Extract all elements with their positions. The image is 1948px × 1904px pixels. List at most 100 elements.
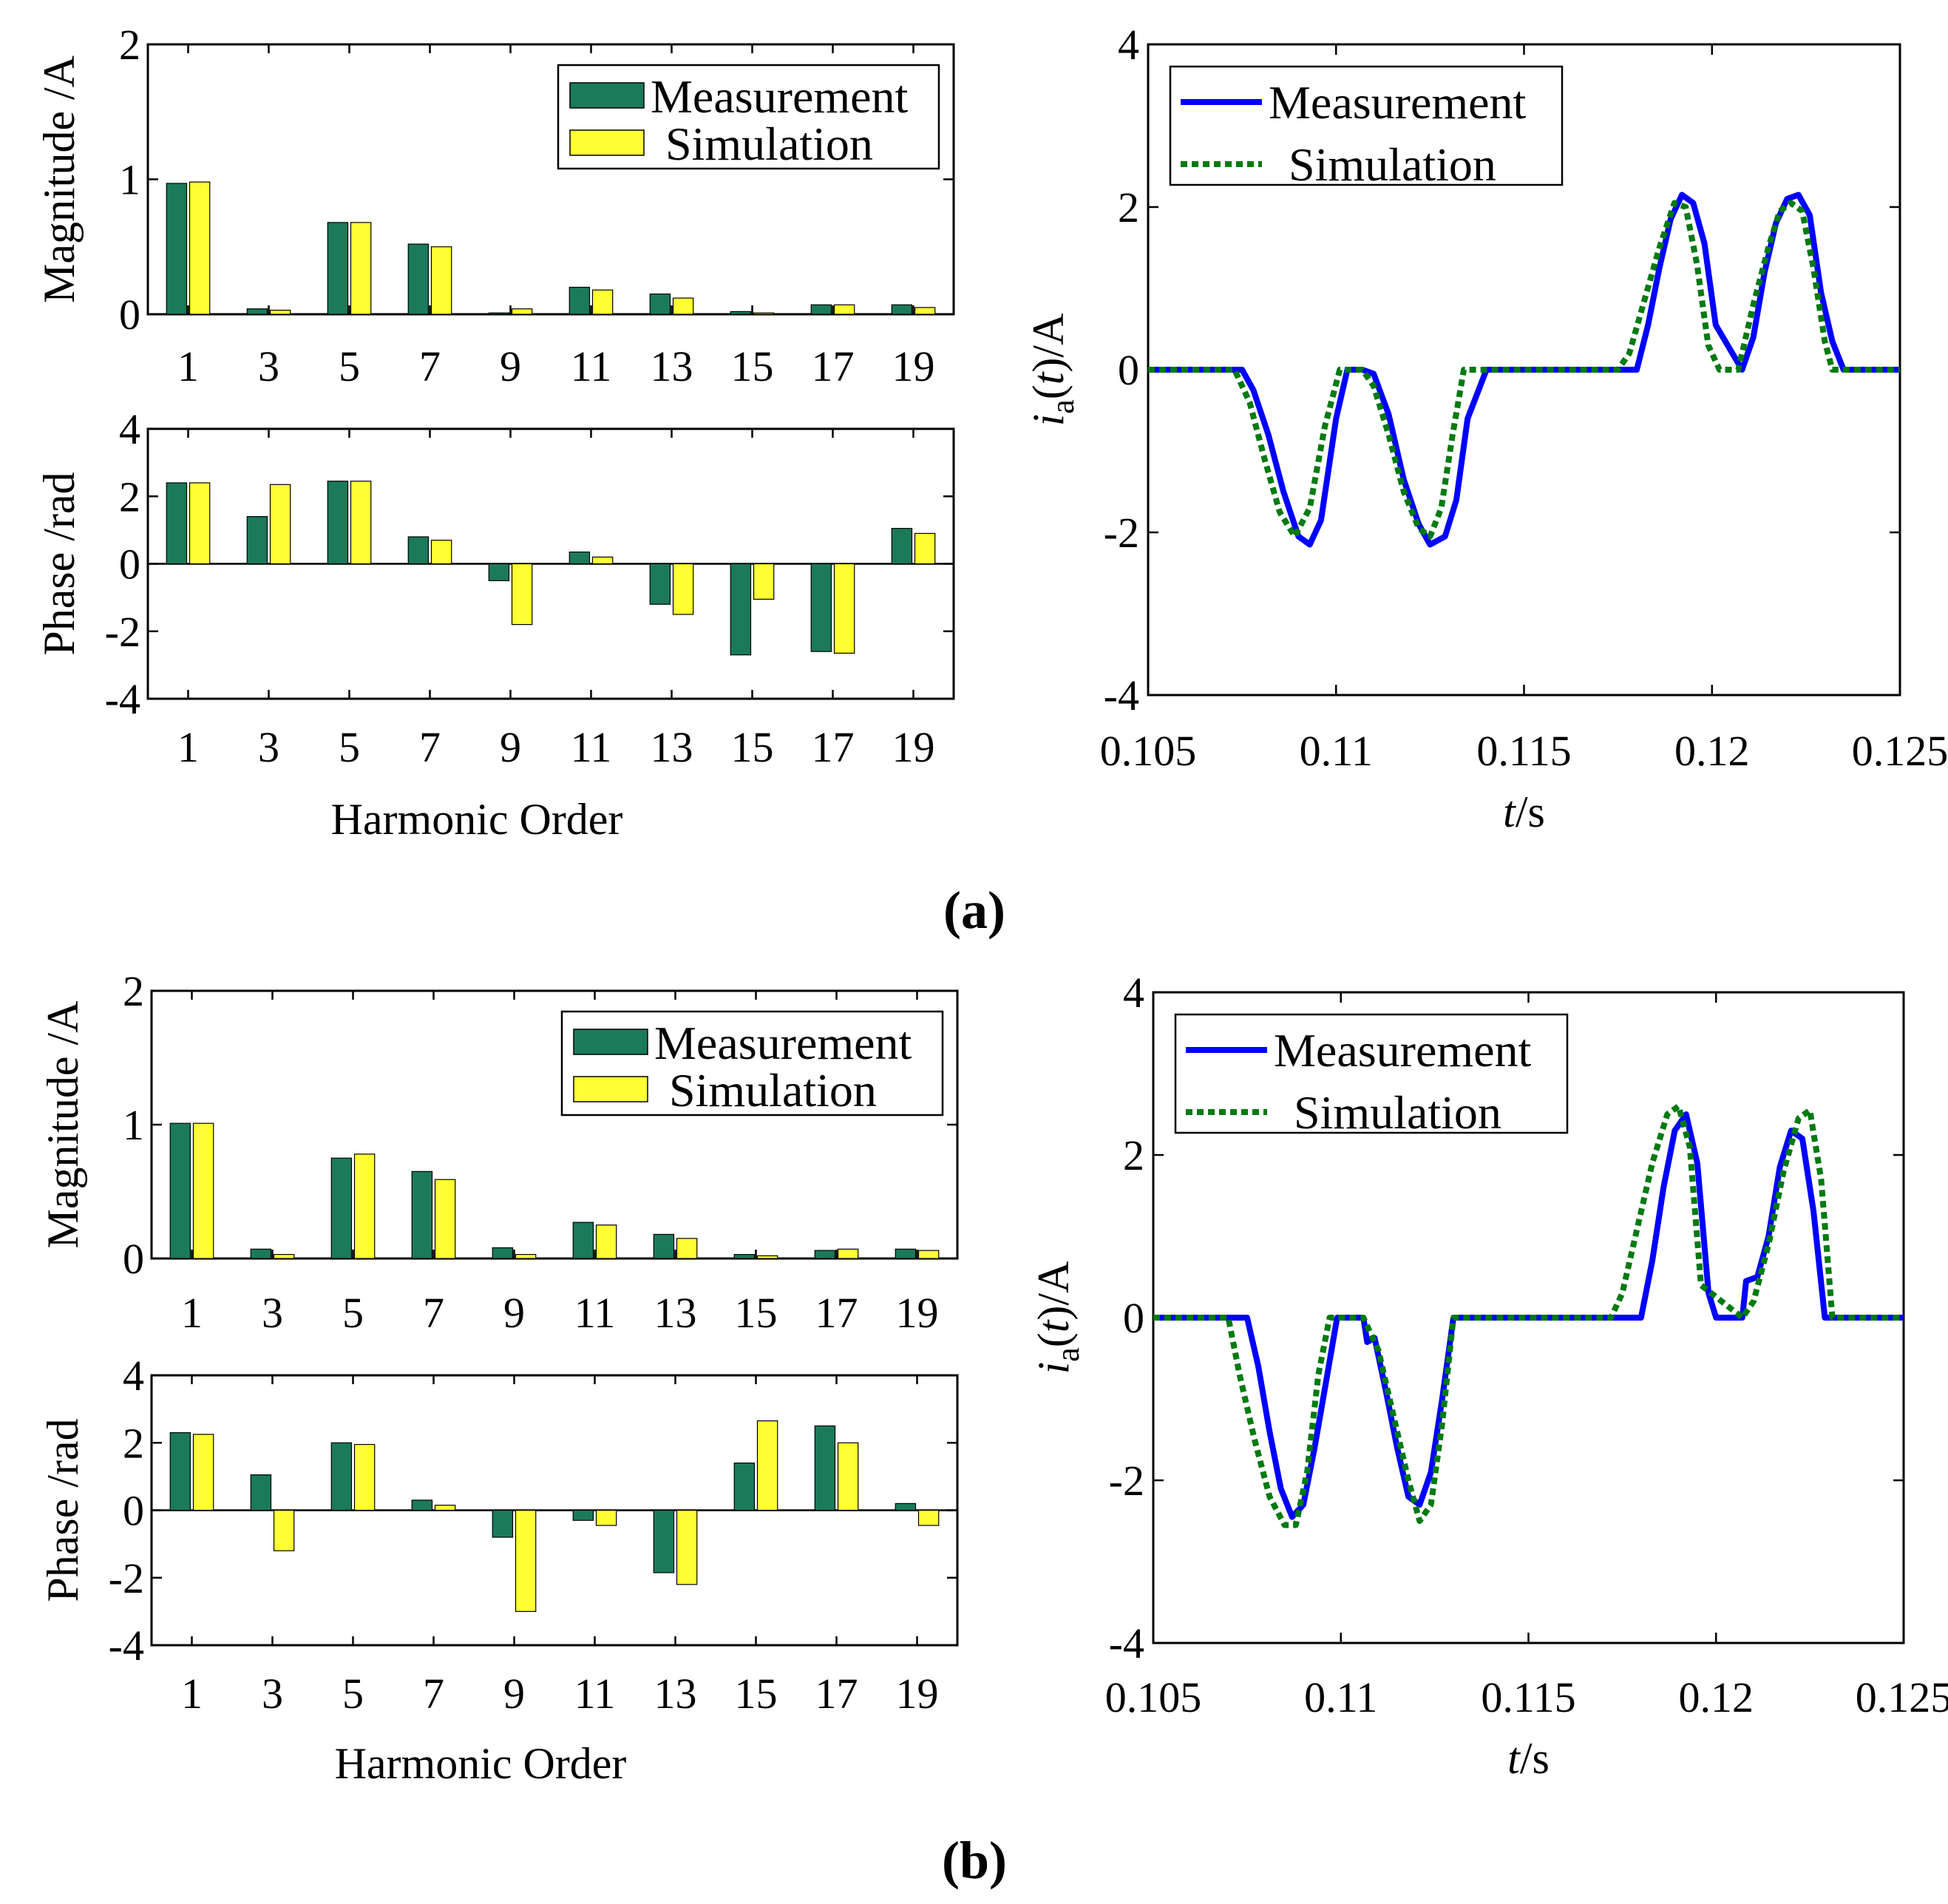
panel-b-phase-xtick-label: 15 [735, 1670, 778, 1718]
panel-b-wave-ytick-label: -2 [1109, 1457, 1144, 1505]
panel-a-phase-bar-measurement [166, 482, 188, 565]
panel-a-phase-bar-measurement [891, 527, 913, 565]
panel-a-phase-bar-measurement [569, 551, 591, 565]
panel-a-harmonic-xlabel: Harmonic Order [331, 795, 623, 844]
panel-a-wave-ylabel: ia(t)/A [1024, 314, 1081, 427]
ylabel-sub: a [1045, 399, 1081, 414]
panel-a-phase-xtick-label: 5 [339, 723, 360, 771]
panel-b-phase-bar-simulation [434, 1505, 456, 1511]
legend-swatch-simulation [569, 129, 645, 156]
xlabel-italic: t [1507, 1734, 1521, 1783]
panel-a-phase-bar-simulation [189, 482, 211, 565]
panel-a-phase-xtick-label: 7 [419, 723, 441, 771]
panel-a-wave-ytick-label: -4 [1104, 671, 1139, 719]
panel-a-magnitude-xtick-label: 19 [892, 342, 935, 390]
panel-a-phase-bar-measurement [246, 516, 268, 565]
panel-a-magnitude-bar-simulation [591, 289, 614, 315]
panel-b-magnitude-bar-measurement [250, 1248, 272, 1259]
panel-a-phase-bar-simulation [430, 539, 452, 565]
panel-b-harmonic-xlabel: Harmonic Order [335, 1739, 627, 1788]
panel-a-wave-xtick-label: 0.105 [1100, 727, 1197, 775]
legend-label-simulation: Simulation [665, 118, 873, 170]
panel-b-wave-ytick-label: 2 [1123, 1131, 1144, 1179]
panel-b-magnitude-xtick-label: 3 [262, 1289, 283, 1337]
legend-box [1174, 1013, 1569, 1134]
panel-b-phase-bar-simulation [595, 1509, 617, 1526]
panel-a-magnitude-xtick-label: 17 [812, 342, 855, 390]
panel-a-magnitude-xtick-label: 7 [419, 342, 441, 390]
panel-a-phase-ytick-label: 0 [119, 541, 140, 589]
panel-a-wave-legend: Measurement Simulation [1169, 65, 1564, 191]
panel-a-magnitude-bar-measurement [246, 308, 268, 315]
panel-b-phase-bar-simulation [837, 1442, 859, 1511]
legend-swatch-measurement [569, 82, 645, 109]
panel-a-phase-bar-simulation [591, 556, 614, 565]
panel-b-magnitude-xtick-label: 5 [342, 1289, 364, 1337]
panel-a-phase-bar-measurement [810, 563, 832, 652]
panel-a-label: (a) [943, 881, 1005, 940]
panel-a-magnitude-bar-simulation [269, 309, 291, 315]
panel-b-phase-bar-simulation [192, 1434, 214, 1511]
panel-a-phase-bar-simulation [672, 563, 694, 615]
panel-b-wave-xtick-label: 0.125 [1856, 1673, 1948, 1721]
panel-a-waveform-axes: -4 -2 0 2 4 0.105 0.11 0.115 0.12 0.125 Measuremen… [1024, 21, 1948, 836]
legend-label-simulation: Simulation [1289, 138, 1496, 191]
panel-a-magnitude-xtick-label: 15 [731, 342, 774, 390]
panel-b-phase-bar-simulation [273, 1509, 295, 1551]
panel-b-magnitude-xtick-label: 11 [574, 1289, 616, 1337]
panel-b-wave-ytick-label: 0 [1123, 1294, 1144, 1342]
panel-b-phase-bar-simulation [756, 1420, 778, 1511]
panel-a-phase-bar-measurement [488, 563, 510, 581]
panel-a-wave-ytick-label: -2 [1104, 509, 1139, 557]
panel-b-wave-xlabel: t/s [1507, 1734, 1550, 1783]
ylabel-paren-close: )/A [1029, 1261, 1078, 1321]
panel-a-wave-xtick-label: 0.11 [1300, 727, 1373, 775]
panel-b-magnitude-bar-measurement [733, 1253, 756, 1259]
panel-b-wave-ylabel: ia(t)/A [1029, 1261, 1086, 1375]
panel-b-magnitude-xtick-label: 7 [423, 1289, 444, 1337]
panel-b-phase-bar-measurement [895, 1502, 917, 1511]
panel-a-wave-xtick-label: 0.125 [1852, 727, 1948, 775]
panel-a-phase-bar-measurement [327, 481, 349, 565]
panel-b-phase-bar-measurement [814, 1425, 836, 1511]
panel-b-magnitude-xtick-label: 15 [735, 1289, 778, 1337]
panel-b-magnitude-bar-measurement [895, 1248, 917, 1259]
panel-b-phase-xtick-label: 7 [423, 1670, 444, 1718]
panel-b-phase-xtick-label: 1 [181, 1670, 203, 1718]
panel-a-phase-bar-measurement [649, 563, 671, 605]
panel-b-phase-bar-measurement [411, 1500, 433, 1511]
panel-a-magnitude-xtick-label: 13 [651, 342, 693, 390]
panel-a-magnitude-bar-measurement [730, 311, 752, 315]
panel-a-phase-ytick-label: 2 [119, 472, 140, 521]
legend-label-simulation: Simulation [1294, 1086, 1501, 1139]
legend-swatch-simulation [573, 1076, 648, 1102]
panel-b-phase-bar-measurement [492, 1509, 514, 1538]
panel-label-close: ) [988, 881, 1005, 940]
panel-b-magnitude-bar-simulation [515, 1253, 537, 1259]
panel-b-magnitude-bar-simulation [353, 1153, 376, 1259]
panel-b-phase-ylabel: Phase /rad [38, 1418, 87, 1602]
panel-b-magnitude-xtick-label: 1 [181, 1289, 203, 1337]
panel-b-phase-xtick-label: 3 [262, 1670, 283, 1718]
panel-b-phase-ytick-label: 0 [123, 1487, 144, 1535]
ylabel-i: i [1029, 1362, 1078, 1375]
legend-label-measurement: Measurement [1274, 1024, 1532, 1077]
panel-a-phase-xtick-label: 9 [500, 723, 521, 771]
legend-label-measurement: Measurement [651, 70, 909, 123]
panel-b-magnitude-bar-simulation [837, 1248, 859, 1259]
panel-b-phase-ytick-label: -4 [109, 1622, 144, 1670]
ylabel-t: t [1029, 1319, 1078, 1332]
panel-a-phase-ylabel: Phase /rad [35, 472, 84, 655]
panel-a-phase-bar-simulation [511, 563, 533, 626]
panel-b-wave-ytick-label: -4 [1109, 1619, 1144, 1667]
panel-b-phase-ytick-label: 2 [123, 1419, 144, 1467]
panel-b-phase-ytick-label: -2 [109, 1554, 144, 1602]
panel-a-magnitude-bar-measurement [488, 312, 510, 315]
panel-a-magnitude-ylabel: Magnitude /A [35, 55, 84, 303]
panel-a-magnitude-xtick-label: 1 [177, 342, 199, 390]
panel-a-phase-ytick-label: 4 [119, 405, 140, 453]
